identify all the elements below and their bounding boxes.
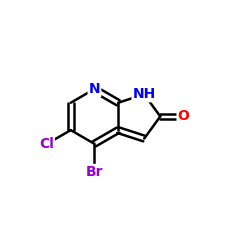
Text: Br: Br	[86, 165, 103, 179]
Text: NH: NH	[132, 87, 156, 101]
Text: N: N	[89, 82, 100, 96]
Text: Cl: Cl	[39, 137, 54, 151]
Text: O: O	[178, 110, 190, 124]
